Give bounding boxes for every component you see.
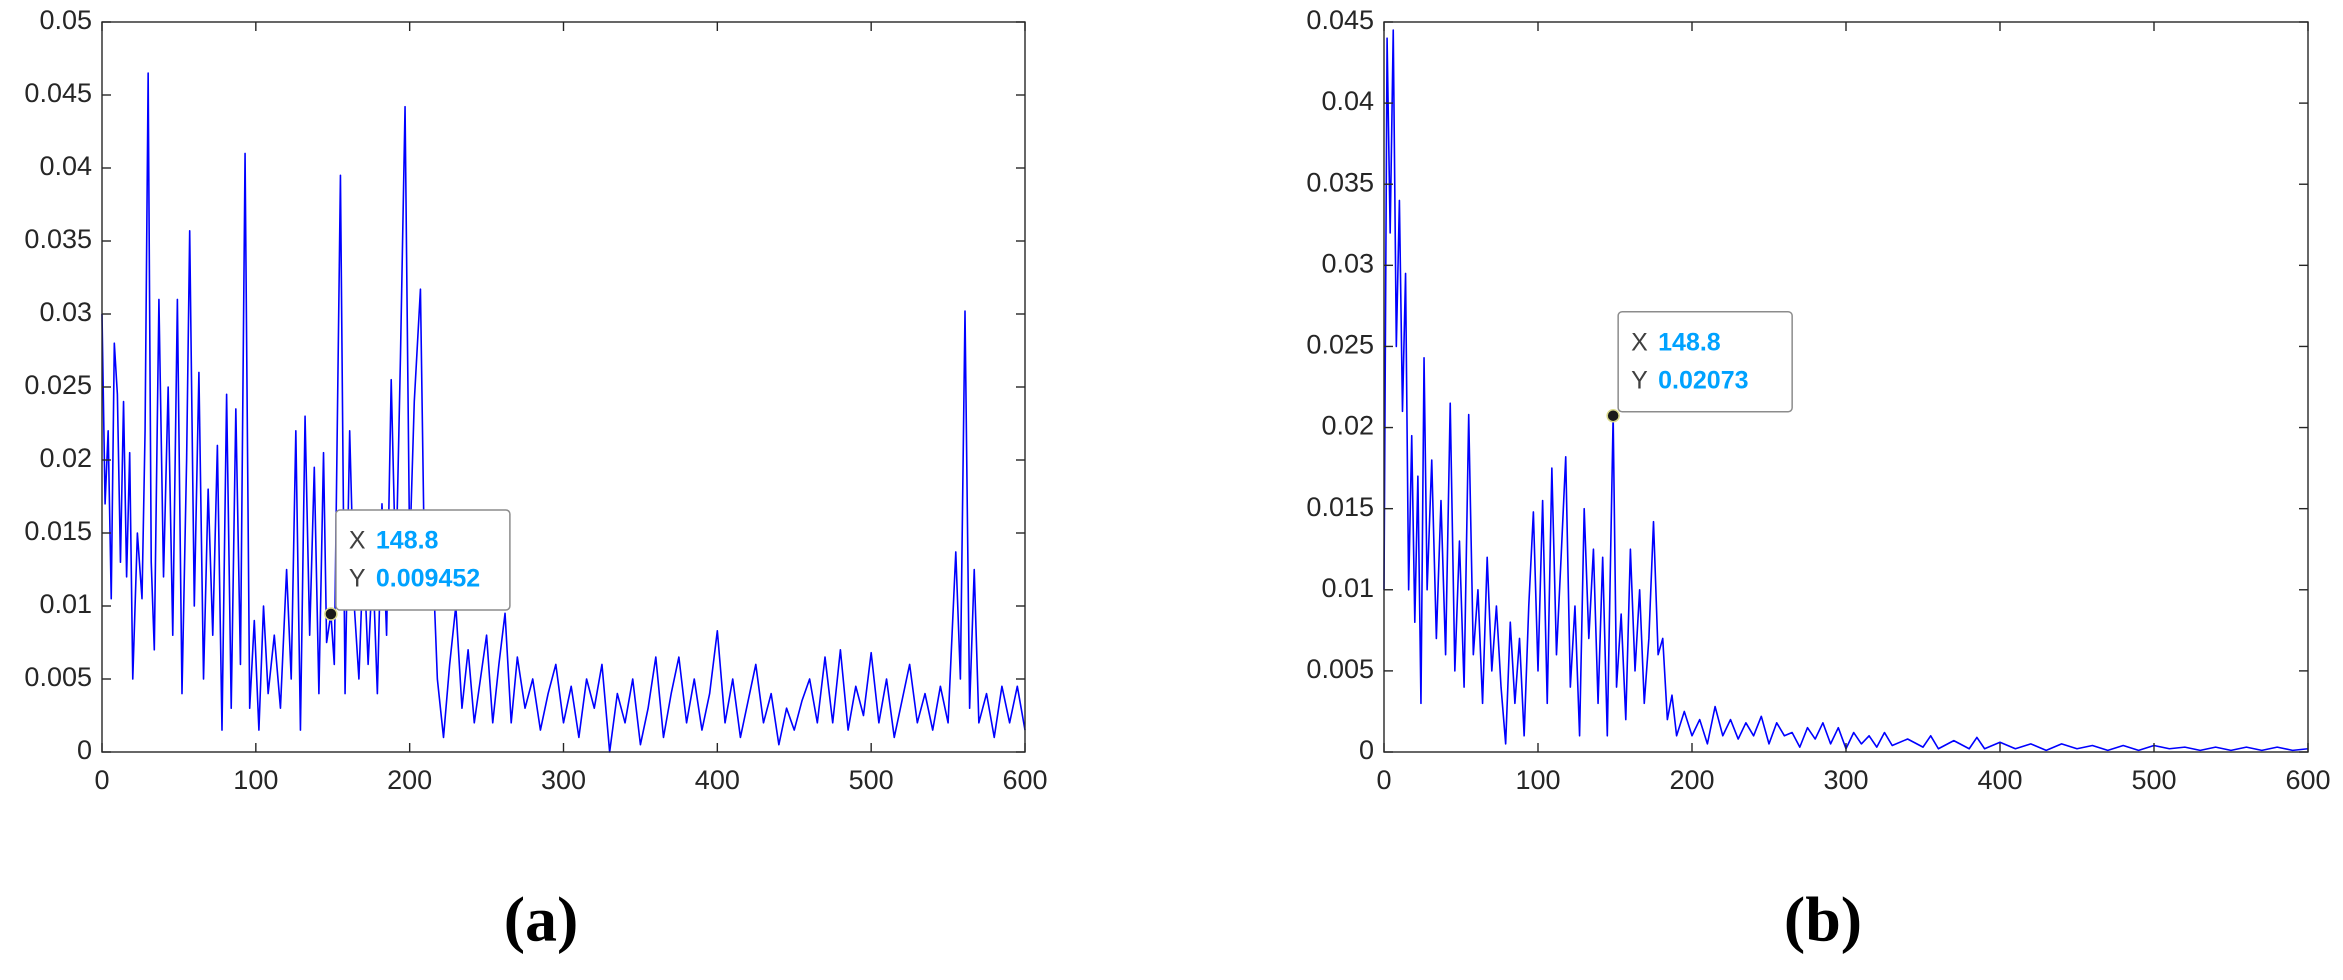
y-tick-label: 0.045 bbox=[24, 78, 92, 108]
y-tick-label: 0.025 bbox=[24, 370, 92, 400]
x-tick-label: 600 bbox=[2285, 765, 2330, 795]
x-tick-label: 200 bbox=[387, 765, 432, 795]
y-tick-label: 0.02 bbox=[1321, 411, 1374, 441]
y-tick-label: 0.035 bbox=[1306, 167, 1374, 197]
y-tick-label: 0.03 bbox=[39, 297, 92, 327]
y-tick-label: 0 bbox=[1359, 735, 1374, 765]
y-tick-label: 0.005 bbox=[24, 662, 92, 692]
data-tip-y-label: Y bbox=[349, 565, 366, 593]
data-tip: X 148.8 Y 0.009452 bbox=[324, 509, 511, 621]
data-tip-x-label: X bbox=[349, 527, 366, 555]
x-tick-label: 400 bbox=[695, 765, 740, 795]
data-line bbox=[101, 72, 1026, 753]
y-tick-label: 0.005 bbox=[1306, 654, 1374, 684]
y-tick-label: 0.04 bbox=[1321, 86, 1374, 116]
x-tick-label: 100 bbox=[233, 765, 278, 795]
y-tick-label: 0.035 bbox=[24, 224, 92, 254]
y-tick-label: 0.03 bbox=[1321, 248, 1374, 278]
chart-title: (a) bbox=[504, 884, 579, 955]
plot-area bbox=[102, 22, 1025, 752]
y-tick-label: 0.025 bbox=[1306, 330, 1374, 360]
data-tip-marker bbox=[1606, 408, 1620, 423]
x-tick-label: 0 bbox=[1376, 765, 1391, 795]
chart-title: (b) bbox=[1784, 884, 1862, 955]
x-tick-label: 500 bbox=[849, 765, 894, 795]
data-tip: X 148.8 Y 0.02073 bbox=[1606, 310, 1793, 423]
x-tick-label: 0 bbox=[94, 765, 109, 795]
y-tick-label: 0.045 bbox=[1306, 5, 1374, 35]
data-tip-y-label: Y bbox=[1631, 366, 1648, 394]
x-tick-label: 300 bbox=[1823, 765, 1868, 795]
y-tick-label: 0.015 bbox=[24, 516, 92, 546]
plot-area bbox=[1384, 22, 2308, 752]
y-tick-label: 0.015 bbox=[1306, 492, 1374, 522]
y-tick-label: 0.01 bbox=[39, 589, 92, 619]
data-line bbox=[1383, 29, 2309, 752]
x-tick-label: 200 bbox=[1669, 765, 1714, 795]
y-tick-label: 0.02 bbox=[39, 443, 92, 473]
x-tick-label: 400 bbox=[1977, 765, 2022, 795]
data-tip-x-label: X bbox=[1631, 328, 1648, 356]
x-tick-label: 500 bbox=[2131, 765, 2176, 795]
data-tip-y-value: 0.02073 bbox=[1658, 366, 1748, 394]
y-tick-label: 0.04 bbox=[39, 151, 92, 181]
y-tick-label: 0.01 bbox=[1321, 573, 1374, 603]
data-tip-y-value: 0.009452 bbox=[376, 565, 480, 593]
y-tick-label: 0 bbox=[77, 735, 92, 765]
x-tick-label: 100 bbox=[1515, 765, 1560, 795]
data-tip-x-value: 148.8 bbox=[376, 527, 439, 555]
y-tick-label: 0.05 bbox=[39, 5, 92, 35]
data-tip-x-value: 148.8 bbox=[1658, 328, 1721, 356]
data-tip-marker bbox=[324, 607, 338, 621]
x-tick-label: 600 bbox=[1002, 765, 1047, 795]
data-tip-box bbox=[1617, 310, 1793, 413]
data-tip-box bbox=[335, 509, 511, 611]
x-tick-label: 300 bbox=[541, 765, 586, 795]
